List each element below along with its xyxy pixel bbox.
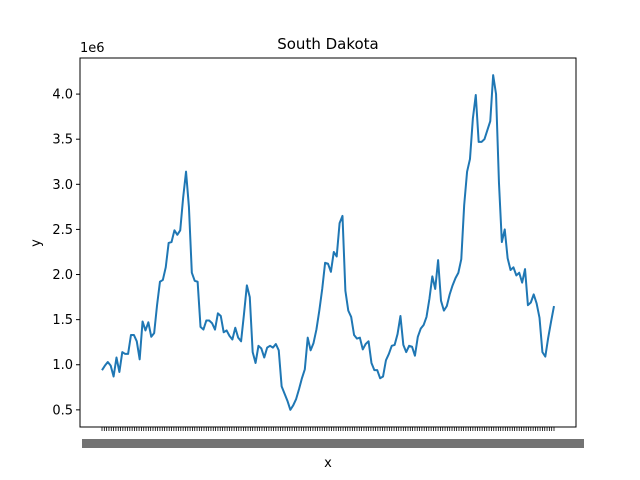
y-axis-ticks: 0.5 1.0 1.5 2.0 2.5 3.0 3.5 4.0 [52, 88, 80, 418]
series-line [101, 74, 555, 411]
y-axis-label: y [29, 239, 44, 247]
y-tick-label: 1.0 [52, 358, 73, 373]
x-axis-label: x [324, 456, 332, 471]
plot-area-frame [79, 57, 577, 428]
y-tick-label: 3.5 [52, 133, 73, 148]
x-tick-labels-overlapping [82, 439, 584, 448]
y-tick-label: 0.5 [52, 403, 73, 418]
y-tick-label: 2.0 [52, 268, 73, 283]
x-axis-ticks [82, 427, 584, 448]
chart-title: South Dakota [277, 35, 379, 53]
y-tick-label: 3.0 [52, 178, 73, 193]
y-multiplier-label: 1e6 [80, 41, 105, 56]
y-tick-label: 4.0 [52, 88, 73, 103]
y-tick-label: 2.5 [52, 223, 73, 238]
y-tick-label: 1.5 [52, 313, 73, 328]
